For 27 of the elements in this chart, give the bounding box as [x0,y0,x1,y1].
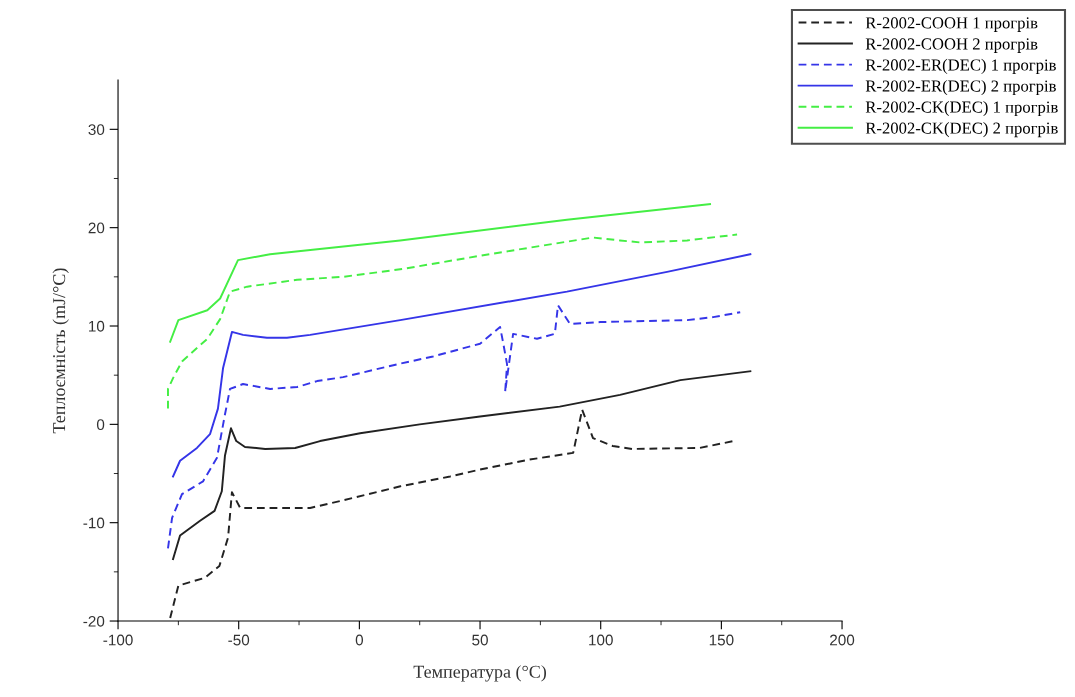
x-tick-label: 100 [589,634,613,646]
y-tick-label: 30 [88,124,105,136]
y-tick-label: 20 [88,222,105,234]
legend-label: R-2002-ER(DEC) 1 прогрів [865,58,1056,74]
line-series [169,408,735,620]
line-series [167,304,742,550]
legend-label: R-2002-COOH 2 прогрів [865,38,1038,53]
x-tick-label: -50 [228,634,250,646]
line-series [169,203,712,343]
line-series [167,233,739,410]
x-tick-label: -100 [103,634,133,646]
x-tick-label: 200 [830,634,855,646]
legend-label: R-2002-CK(DEC) 1 прогрів [865,100,1058,117]
x-tick-label: 0 [355,634,364,646]
legend-label: R-2002-COOH 1 прогрів [865,17,1038,32]
line-series [172,370,752,561]
y-tick-label: -10 [83,517,105,529]
y-tick-label: 10 [89,320,105,332]
line-series [172,253,752,478]
x-tick-label: 150 [709,634,734,646]
y-tick-label: -20 [83,615,105,627]
y-tick-label: 0 [96,419,105,431]
x-axis-title: Температура (°C) [413,665,547,682]
x-tick-label: 50 [472,634,488,646]
y-axis-title: Теплоємність (mJ/°C) [52,268,69,434]
legend-label: R-2002-ER(DEC) 2 прогрів [865,79,1056,96]
legend-label: R-2002-CK(DEC) 2 прогрів [865,122,1058,138]
